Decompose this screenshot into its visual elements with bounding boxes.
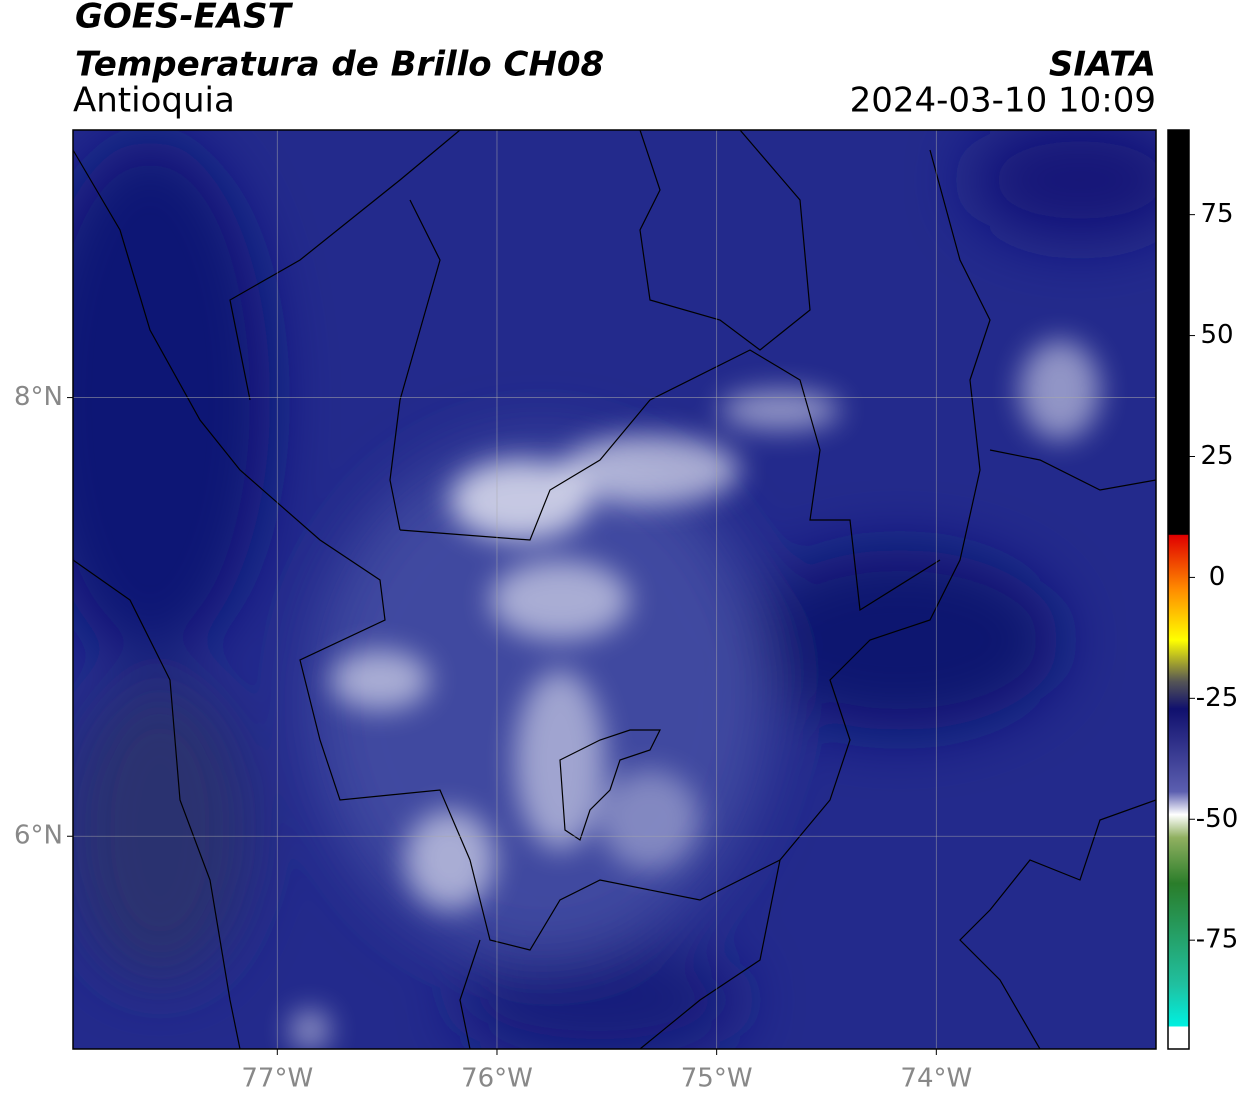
lat-tick-label: 8°N	[14, 382, 63, 412]
source: SIATA	[1049, 45, 1156, 85]
colorbar-tick-label: 0	[1209, 562, 1226, 592]
colorbar-tick-label: 75	[1200, 199, 1233, 229]
lon-tick-label: 76°W	[461, 1064, 533, 1094]
colorbar-tick-label: 25	[1200, 441, 1233, 471]
lat-tick-label: 6°N	[14, 821, 63, 851]
colorbar-tick-label: 50	[1200, 320, 1233, 350]
product: Temperatura de Brillo CH08	[75, 45, 604, 85]
colorbar-tick-label: -75	[1196, 925, 1238, 955]
satellite: GOES-EAST	[75, 0, 294, 37]
lon-tick-label: 74°W	[900, 1064, 972, 1094]
map-image	[73, 130, 1156, 1049]
colorbar-tick-label: -50	[1196, 804, 1238, 834]
grid	[73, 130, 1156, 1049]
datetime: 2024-03-10 10:09	[850, 81, 1156, 121]
region: Antioquia	[73, 81, 235, 121]
lon-tick-label: 75°W	[681, 1064, 753, 1094]
colorbar	[1167, 129, 1190, 1050]
map-frame	[72, 129, 1157, 1050]
lon-tick-label: 77°W	[241, 1064, 313, 1094]
colorbar-tick-label: -25	[1196, 683, 1238, 713]
